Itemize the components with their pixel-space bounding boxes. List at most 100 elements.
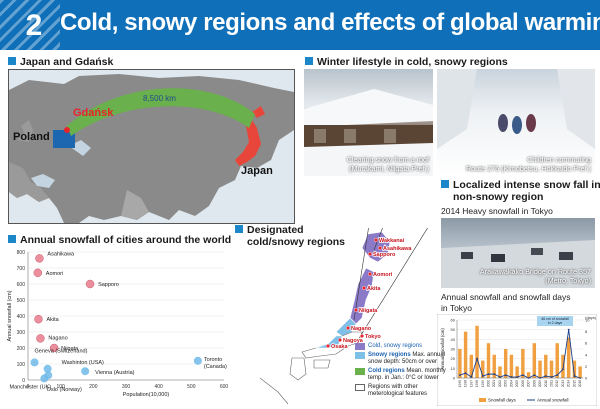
section-title-snowfall: Annual snowfall of cities around the wor… (8, 234, 231, 246)
legend-swatch-bars (479, 398, 486, 402)
point-label: Geneva (Switzerland) (35, 348, 88, 354)
y-tick-label: 400 (17, 314, 26, 320)
city-marker (361, 286, 366, 291)
x-axis-label: Population(10,000) (123, 392, 170, 398)
y2-tick-label: 8 (585, 329, 588, 334)
city-label: Asahikawa (383, 246, 412, 252)
x-tick-label: 1999 (481, 380, 485, 387)
legend-label: Snowfall days (488, 398, 517, 403)
page-header: 2 Cold, snowy regions and effects of glo… (0, 0, 600, 50)
line-point (521, 374, 524, 376)
line-point (464, 372, 467, 375)
city-marker (353, 307, 358, 312)
x-tick-label: 2006 (521, 380, 525, 387)
y-tick-label: 10 (451, 366, 456, 371)
y-axis-label: Annual snowfall (cm) (440, 328, 445, 370)
scatter-point (193, 356, 202, 365)
bar-snowfall-days (486, 343, 491, 378)
square-bullet-icon (305, 57, 313, 65)
y2-tick-label: 4 (585, 352, 588, 357)
section-title-localized: Localized intense snow fall in a non-sno… (441, 179, 600, 203)
point-label: Nagano (48, 335, 67, 341)
x-tick-label: 400 (154, 384, 163, 390)
city-marker (359, 333, 364, 338)
x-tick-label: 2008 (532, 380, 536, 387)
point-label: Aomori (46, 271, 63, 277)
bar-snowfall-days (469, 354, 474, 378)
line-point (470, 376, 473, 378)
x-tick-label: 2010 (544, 380, 548, 387)
line-point (556, 374, 559, 376)
bar-snowfall-days (503, 349, 508, 378)
line-annual-snowfall (459, 329, 581, 379)
y-tick-label: 700 (17, 266, 26, 272)
point-label: Asahikawa (47, 251, 75, 257)
x-tick-label: 1997 (469, 380, 473, 387)
bar-snowfall-days (578, 366, 582, 378)
x-tick-label: 300 (122, 384, 131, 390)
city-marker (345, 325, 350, 330)
x-tick-label: 200 (89, 384, 98, 390)
x-tick-label: 2012 (555, 380, 559, 387)
line-point (499, 376, 501, 378)
y-tick-label: 100 (17, 362, 26, 368)
x-tick-label: 2014 (567, 380, 571, 387)
x-tick-label: 2004 (509, 380, 513, 387)
city-marker (337, 337, 342, 342)
bar-snowfall-days (521, 349, 525, 378)
x-tick-label: 2015 (572, 380, 576, 387)
scatter-point (33, 268, 42, 277)
scatter-point (44, 371, 53, 380)
line-point (573, 375, 576, 377)
x-tick-label: 1995 (458, 380, 462, 387)
bar-snowfall-days (515, 366, 519, 378)
city-label: Sapporo (373, 252, 396, 258)
square-bullet-icon (235, 225, 243, 233)
bar-snowfall-days (509, 354, 514, 378)
snowfall-scatter-chart: 0 100 200 300 400 500 600 700 800 0 100 200 300 400 50… (7, 250, 229, 398)
y-tick-label: 300 (17, 330, 26, 336)
y-tick-label: 500 (17, 298, 26, 304)
y-tick-label: 600 (17, 282, 26, 288)
line-point (550, 376, 553, 378)
bar-snowfall-days (463, 331, 468, 378)
line-point (562, 368, 564, 371)
x-tick-label: 500 (187, 384, 196, 390)
city-label: Niigata (359, 308, 378, 314)
point-label: Oslo (Norway) (47, 387, 82, 393)
section-title-designated: Designated cold/snowy regions (235, 224, 345, 248)
japan-label: Japan (241, 165, 273, 177)
square-bullet-icon (441, 180, 449, 188)
x-tick-label: 2009 (538, 380, 542, 387)
bar-snowfall-days (538, 360, 542, 378)
y2-tick-label: 10 (585, 318, 590, 323)
scatter-point (30, 358, 39, 367)
x-tick-label: 600 (220, 384, 229, 390)
y2-axis-label: (days) (585, 315, 597, 320)
legend-swatch-other (355, 384, 365, 391)
line-point (504, 374, 507, 376)
annotation-box (537, 316, 573, 326)
x-tick-label: 1998 (475, 380, 479, 387)
gdansk-label: Gdańsk (73, 107, 114, 119)
city-marker (325, 343, 330, 348)
photo-children-commuting: Children commuting Route 276 (Kimobetsu,… (437, 69, 595, 176)
x-tick-label: 2013 (561, 380, 565, 387)
line-point (533, 374, 536, 376)
x-tick-label: 2002 (498, 380, 502, 387)
photo-caption: Clearing snow from a roof (Murakami, Nii… (346, 155, 429, 173)
point-label: Akita (46, 317, 59, 323)
annotation-text: 46 cm of snowfall in 2 days (541, 317, 569, 325)
gdansk-marker-icon (64, 127, 70, 133)
x-tick-label: 2000 (487, 380, 491, 387)
y2-tick-label: 2 (585, 364, 588, 369)
legend-swatch-cold (355, 368, 365, 375)
line-point (544, 375, 547, 377)
bar-snowfall-days (458, 349, 462, 378)
line-point (458, 374, 461, 376)
square-bullet-icon (8, 235, 16, 243)
photo-arakawa-bridge: Arakawakako Bridge on Route 357 (Metro, … (441, 218, 595, 288)
city-marker (367, 272, 372, 277)
